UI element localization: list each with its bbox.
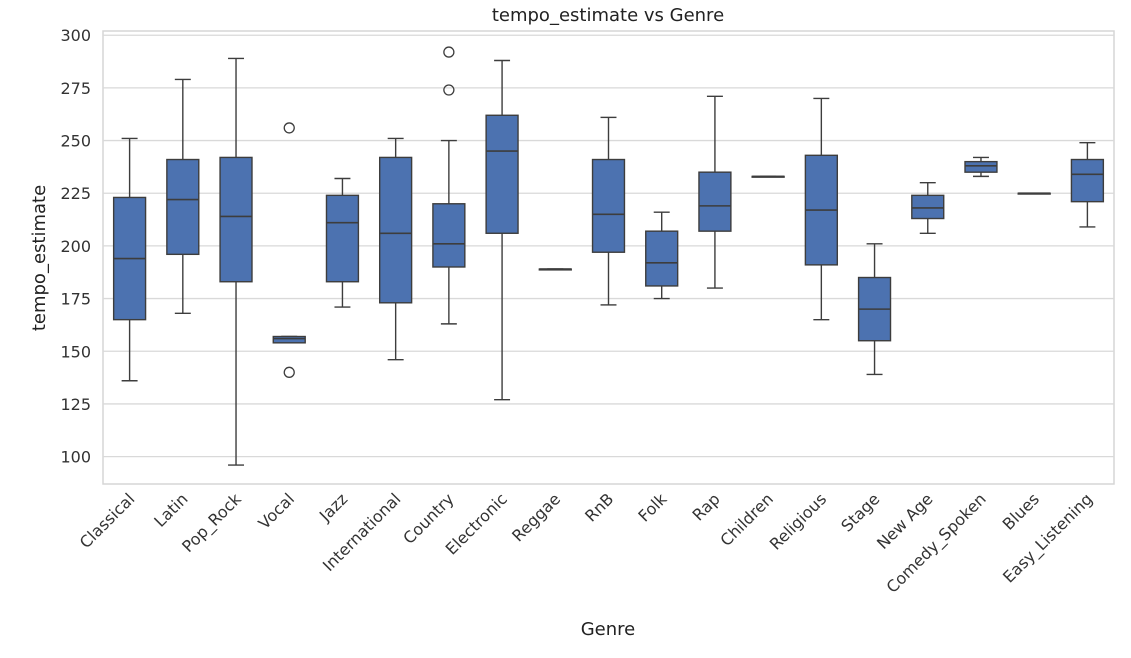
box-country <box>432 46 466 325</box>
iqr-box <box>911 194 945 220</box>
box-folk <box>645 211 679 300</box>
box-international <box>378 137 413 361</box>
y-tick-label: 125 <box>60 395 91 414</box>
x-tick-label: Reggae <box>508 489 564 545</box>
iqr-box <box>219 156 253 283</box>
box-comedy-spoken <box>964 156 998 178</box>
box-new age <box>911 182 945 234</box>
x-tick-label: Classical <box>76 489 139 552</box>
x-tick-label: Latin <box>150 489 191 530</box>
y-tick-label: 150 <box>60 342 91 361</box>
iqr-box <box>432 203 466 268</box>
iqr-box <box>698 171 732 232</box>
box-children <box>751 175 785 178</box>
x-tick-label: Vocal <box>255 489 299 533</box>
boxes <box>112 46 1105 466</box>
x-axis-title: Genre <box>581 619 636 640</box>
y-tick-labels: 100 125 150 175 200 225 250 275 300 <box>60 26 91 466</box>
x-tick-label: Comedy_Spoken <box>882 489 990 597</box>
iqr-box <box>645 230 679 287</box>
outlier-point <box>283 366 295 378</box>
box-rap <box>698 95 732 289</box>
box-stage <box>857 243 892 376</box>
x-tick-label: Religious <box>766 489 830 553</box>
x-tick-label: Pop_Rock <box>178 489 246 557</box>
box-pop-rock <box>219 57 253 466</box>
x-tick-label: Stage <box>837 489 883 535</box>
y-tick-label: 100 <box>60 448 91 467</box>
y-tick-label: 300 <box>60 26 91 45</box>
box-rnb <box>591 116 626 306</box>
box-religious <box>804 97 839 321</box>
y-tick-label: 175 <box>60 290 91 309</box>
iqr-box <box>1070 158 1105 203</box>
y-tick-label: 200 <box>60 237 91 256</box>
box-jazz <box>325 177 360 308</box>
outlier-point <box>283 122 295 134</box>
iqr-box <box>378 156 413 304</box>
box-blues <box>1017 192 1051 195</box>
outlier-point <box>443 46 455 58</box>
x-tick-label: Blues <box>999 489 1043 533</box>
iqr-box <box>591 158 626 253</box>
box-vocal <box>272 122 306 378</box>
x-tick-label: Folk <box>634 489 671 526</box>
box-easy-listening <box>1070 141 1105 228</box>
box-latin <box>166 78 200 315</box>
chart-title: tempo_estimate vs Genre <box>492 5 724 26</box>
x-tick-label: RnB <box>581 489 617 525</box>
x-tick-label: Jazz <box>315 489 351 525</box>
iqr-box <box>964 160 998 173</box>
y-axis-title: tempo_estimate <box>29 185 50 331</box>
box-reggae <box>538 268 572 271</box>
outlier-point <box>443 84 455 96</box>
x-tick-label: Rap <box>689 489 724 524</box>
box-electronic <box>485 59 519 401</box>
iqr-box <box>325 194 360 283</box>
y-tick-label: 225 <box>60 184 91 203</box>
y-tick-label: 275 <box>60 79 91 98</box>
iqr-box <box>272 335 306 344</box>
iqr-box <box>166 158 200 256</box>
box-classical <box>112 137 147 382</box>
y-tick-label: 250 <box>60 132 91 151</box>
iqr-box <box>485 114 519 234</box>
